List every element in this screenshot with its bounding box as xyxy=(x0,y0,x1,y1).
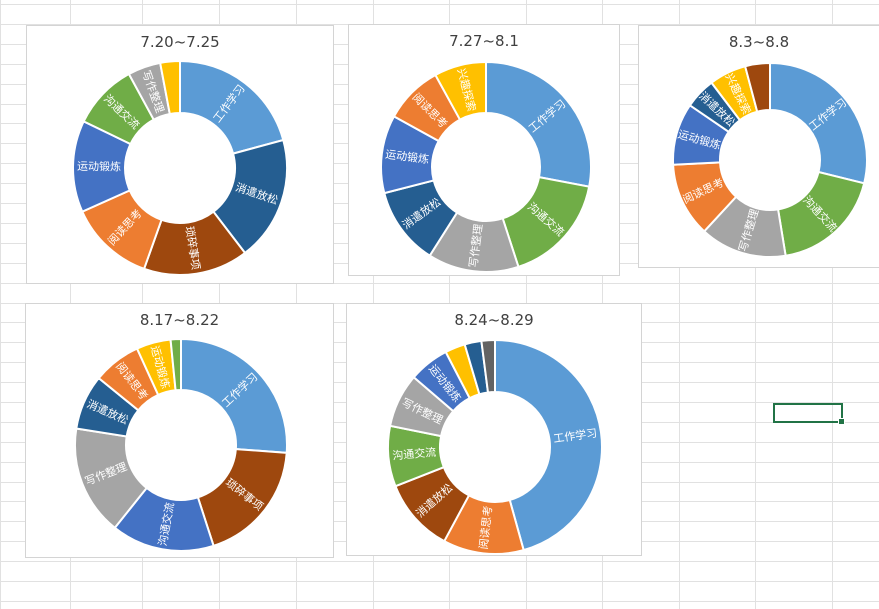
donut-slice[interactable] xyxy=(180,337,288,454)
slice-label: 琐碎事项 xyxy=(183,225,204,271)
chart-title: 8.17~8.22 xyxy=(139,311,220,329)
donut-slice[interactable] xyxy=(480,338,496,394)
donut-chart-8-3[interactable]: 8.3~8.8 工作学习 沟通交流 写作整理 阅读思考 运动锻炼 消遣放松 兴趣探索 xyxy=(638,25,879,268)
chart-title: 8.24~8.29 xyxy=(454,311,534,329)
slice-label: 沟通交流 xyxy=(392,445,437,463)
donut-chart-8-17[interactable]: 8.17~8.22 工作学习 琐碎事项 沟通交流 写作整理 消遣放松 阅读思考 运动锻炼 xyxy=(25,303,334,558)
donut-slice[interactable] xyxy=(169,337,182,392)
donut-slice[interactable] xyxy=(179,59,285,155)
slice-label: 写作整理 xyxy=(466,223,485,268)
slice-label: 工作学习 xyxy=(552,426,597,446)
chart-title: 7.20~7.25 xyxy=(140,33,220,51)
slice-label: 阅读思考 xyxy=(476,505,495,550)
donut-slice[interactable] xyxy=(485,60,592,188)
donut-slice[interactable] xyxy=(158,59,181,116)
donut-slice[interactable] xyxy=(743,61,771,113)
slice-label: 运动锻炼 xyxy=(77,159,121,174)
donut-slice[interactable] xyxy=(494,338,603,552)
chart-title: 7.27~8.1 xyxy=(449,32,519,50)
donut-chart-7-20[interactable]: 7.20~7.25 工作学习 消遣放松 琐碎事项 阅读思考 运动锻炼 沟通交流 写作整理 xyxy=(26,25,334,284)
active-cell-selection[interactable] xyxy=(773,403,845,425)
donut-slice[interactable] xyxy=(434,60,487,122)
slice-label: 运动锻炼 xyxy=(384,147,429,166)
donut-slice[interactable] xyxy=(769,61,868,185)
fill-handle[interactable] xyxy=(838,418,845,425)
chart-title: 8.3~8.8 xyxy=(728,33,790,51)
donut-chart-8-24[interactable]: 8.24~8.29 工作学习 阅读思考 消遣放松 沟通交流 写作整理 运动锻炼 xyxy=(346,303,642,556)
donut-chart-7-27[interactable]: 7.27~8.1 工作学习 沟通交流 写作整理 消遣放松 运动锻炼 阅读思考 兴趣探索 xyxy=(348,24,620,276)
